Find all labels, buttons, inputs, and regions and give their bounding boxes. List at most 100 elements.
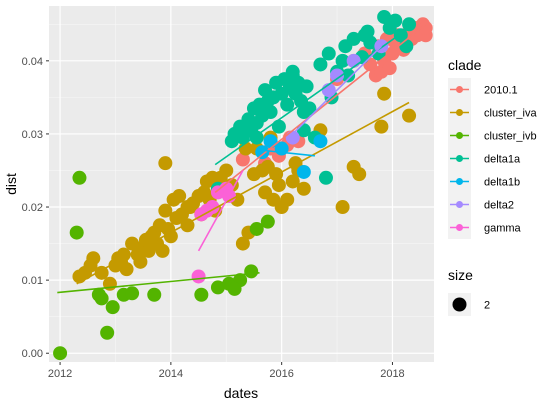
data-point-delta1b xyxy=(313,134,328,149)
data-point-cluster_ivb xyxy=(100,325,115,340)
data-point-cluster_iva xyxy=(402,108,417,123)
size-legend-key xyxy=(452,297,467,312)
x-tick-label: 2014 xyxy=(159,368,183,380)
data-point-cluster_ivb xyxy=(194,287,209,302)
x-tick-label: 2012 xyxy=(48,368,72,380)
data-point-cluster_iva xyxy=(158,203,173,218)
data-point-gamma xyxy=(205,200,220,215)
data-point-delta1a xyxy=(341,68,356,83)
legend-label-cluster_iva: cluster_iva xyxy=(484,108,537,120)
data-point-cluster_iva xyxy=(180,200,195,215)
data-point-delta1a xyxy=(280,97,295,112)
data-point-2010.1 xyxy=(418,20,433,35)
data-point-cluster_iva xyxy=(280,192,295,207)
data-point-delta1a xyxy=(377,9,392,24)
data-point-delta1b xyxy=(296,164,311,179)
data-point-cluster_ivb xyxy=(72,170,87,185)
data-point-2010.1 xyxy=(385,46,400,61)
data-point-cluster_iva xyxy=(285,174,300,189)
data-point-cluster_iva xyxy=(352,167,367,182)
data-point-cluster_iva xyxy=(155,243,170,258)
data-point-cluster_iva xyxy=(296,181,311,196)
trend-lines xyxy=(57,23,427,294)
trend-line-cluster_iva xyxy=(76,101,410,285)
legend-label-delta2: delta2 xyxy=(484,200,514,212)
data-point-cluster_ivb xyxy=(94,291,109,306)
legend-key-dot xyxy=(456,178,463,185)
data-point-delta1a xyxy=(263,104,278,119)
legend-label-delta1a: delta1a xyxy=(484,154,521,166)
data-point-delta1a xyxy=(346,31,361,46)
data-point-cluster_ivb xyxy=(227,281,242,296)
data-point-delta1a xyxy=(249,130,264,145)
data-point-delta1a xyxy=(388,13,403,28)
legend-label-delta1b: delta1b xyxy=(484,177,520,189)
data-point-cluster_ivb xyxy=(210,280,225,295)
trend-line-2010.1 xyxy=(214,23,427,194)
x-axis-title: dates xyxy=(224,385,258,401)
trend-line-delta2 xyxy=(292,45,382,135)
data-point-delta1a xyxy=(302,101,317,116)
data-point-cluster_ivb xyxy=(53,346,68,361)
y-tick-label: 0.04 xyxy=(22,56,43,68)
data-point-2010.1 xyxy=(382,61,397,76)
y-tick-label: 0.01 xyxy=(22,275,43,287)
legend-title: clade xyxy=(448,57,482,73)
data-point-cluster_iva xyxy=(219,163,234,178)
data-point-cluster_iva xyxy=(172,189,187,204)
data-point-delta1a xyxy=(357,28,372,43)
data-point-cluster_iva xyxy=(119,262,134,277)
data-point-delta1a xyxy=(335,53,350,68)
data-point-delta1a xyxy=(271,119,286,134)
data-point-cluster_iva xyxy=(271,178,286,193)
legend-label-cluster_ivb: cluster_ivb xyxy=(484,131,537,143)
data-point-delta2 xyxy=(330,68,345,83)
data-point-cluster_iva xyxy=(377,86,392,101)
data-point-cluster_ivb xyxy=(249,221,264,236)
legend-key-dot xyxy=(456,132,463,139)
data-point-cluster_ivb xyxy=(69,225,84,240)
data-point-cluster_ivb xyxy=(244,264,259,279)
data-point-delta1b xyxy=(255,145,270,160)
data-point-gamma xyxy=(191,269,206,284)
legend-key-dot xyxy=(456,201,463,208)
y-axis-title: dist xyxy=(3,173,19,195)
data-point-cluster_iva xyxy=(116,247,131,262)
data-point-cluster_iva xyxy=(94,265,109,280)
data-point-delta1a xyxy=(321,46,336,61)
legend-key-dot xyxy=(456,86,463,93)
data-point-cluster_ivb xyxy=(147,287,162,302)
size-legend-label: 2 xyxy=(484,300,490,312)
legend-items: 2010.1 cluster_iva cluster_ivb delta1a delta… xyxy=(448,78,537,239)
trend-line-delta1b xyxy=(259,149,315,157)
data-point-cluster_ivb xyxy=(125,286,140,301)
legend-key-dot xyxy=(456,224,463,231)
data-point-cluster_iva xyxy=(86,251,101,266)
trend-line-gamma xyxy=(197,170,244,252)
data-point-delta1a xyxy=(313,57,328,72)
legend-label-2010.1: 2010.1 xyxy=(484,85,518,97)
data-point-cluster_iva xyxy=(335,200,350,215)
data-point-cluster_ivb xyxy=(260,214,275,229)
data-point-cluster_iva xyxy=(125,236,140,251)
data-point-delta1a xyxy=(318,170,333,185)
trend-line-cluster_ivb xyxy=(57,272,260,294)
y-tick-label: 0.03 xyxy=(22,129,43,141)
legend-key-dot xyxy=(456,155,463,162)
data-point-delta1a xyxy=(285,64,300,79)
data-point-delta1a xyxy=(299,79,314,94)
data-point-delta1a xyxy=(399,39,414,54)
data-point-cluster_iva xyxy=(235,236,250,251)
data-point-2010.1 xyxy=(235,152,250,167)
y-tick-label: 0.00 xyxy=(22,348,43,360)
data-point-delta2 xyxy=(346,53,361,68)
data-point-cluster_ivb xyxy=(105,300,120,315)
data-point-cluster_iva xyxy=(133,254,148,269)
legend-label-gamma: gamma xyxy=(484,223,522,235)
data-point-cluster_iva xyxy=(374,119,389,134)
axes: 0.00 0.01 0.02 0.03 0.04 2012 2014 2016 2018 xyxy=(22,56,405,380)
data-point-cluster_iva xyxy=(158,156,173,171)
x-tick-label: 2016 xyxy=(269,368,293,380)
